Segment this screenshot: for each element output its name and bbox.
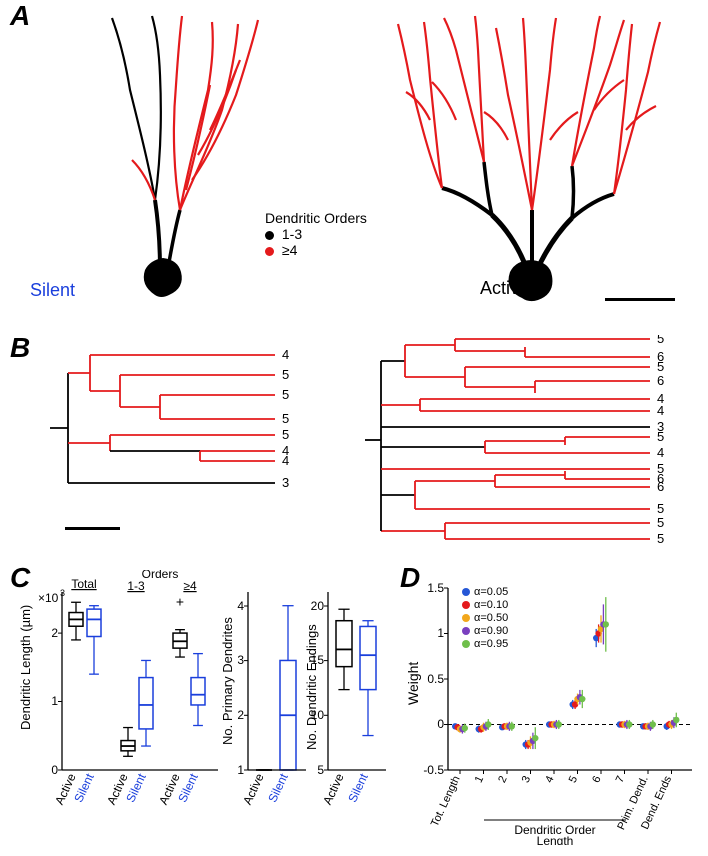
panel-d-svg: -0.5 0 0.5 1 1.5 Weight Tot. Length12345… [400, 570, 700, 845]
c-y1-label: Dendritic Length (µm) [18, 605, 33, 730]
svg-text:5: 5 [657, 501, 664, 516]
active-label-text: Active [480, 278, 529, 299]
silent-label-text: Silent [30, 280, 75, 301]
legend-item-high: ≥4 [265, 242, 367, 258]
svg-text:5: 5 [282, 427, 289, 442]
svg-text:2: 2 [51, 626, 58, 640]
legend-title: Dendritic Orders [265, 210, 367, 226]
svg-text:Tot. Length: Tot. Length [429, 774, 463, 828]
svg-text:1: 1 [237, 763, 244, 777]
neuron-silent [60, 10, 290, 310]
svg-text:0.5: 0.5 [427, 672, 444, 686]
svg-text:5: 5 [282, 411, 289, 426]
svg-text:1-3: 1-3 [127, 579, 145, 593]
svg-text:1: 1 [51, 694, 58, 708]
boxplot-length: + [69, 593, 205, 756]
svg-text:×10: ×10 [38, 591, 59, 605]
svg-text:0: 0 [437, 717, 444, 731]
svg-text:5: 5 [657, 335, 664, 346]
d-ylabel: Weight [405, 662, 421, 705]
c-y3-label: No. Dendritic Endings [304, 624, 319, 750]
svg-text:20: 20 [311, 599, 325, 613]
svg-text:4: 4 [657, 403, 664, 418]
panel-a-legend: Dendritic Orders 1-3 ≥4 [265, 210, 367, 258]
svg-text:5: 5 [657, 531, 664, 546]
boxplot-primary [256, 606, 296, 770]
svg-text:≥4: ≥4 [183, 579, 197, 593]
svg-text:Length: Length [537, 834, 574, 845]
svg-text:5: 5 [282, 367, 289, 382]
svg-text:5: 5 [657, 359, 664, 374]
svg-text:Total: Total [71, 577, 96, 591]
svg-text:-0.5: -0.5 [423, 763, 444, 777]
dendrogram-active: 5 6 5 6 4 4 3 5 4 5 6 6 5 5 5 [365, 335, 695, 550]
boxplot-endings [336, 609, 376, 735]
panel-b: 4 5 5 5 5 4 4 3 [10, 335, 690, 555]
svg-text:2: 2 [237, 708, 244, 722]
svg-text:4: 4 [282, 453, 289, 468]
panel-d-legend: α=0.05 α=0.10 α=0.50 α=0.90 α=0.95 [462, 586, 508, 651]
dendrogram-silent: 4 5 5 5 5 4 4 3 [50, 343, 330, 523]
legend-dot-high [265, 247, 274, 256]
svg-text:3: 3 [237, 653, 244, 667]
svg-text:3: 3 [282, 475, 289, 490]
svg-text:4: 4 [282, 347, 289, 362]
c-y2-label: No. Primary Dendrites [220, 617, 235, 745]
svg-text:1.5: 1.5 [427, 581, 444, 595]
panel-a: Silent Dendritic Orders 1-3 ≥4 [10, 10, 690, 325]
svg-text:6: 6 [590, 774, 603, 785]
svg-text:0: 0 [51, 763, 58, 777]
svg-text:5: 5 [657, 515, 664, 530]
figure: A B C D [0, 0, 708, 856]
svg-text:7: 7 [614, 774, 627, 785]
svg-text:3: 3 [60, 588, 65, 598]
svg-text:Active: Active [320, 771, 347, 807]
svg-text:5: 5 [567, 774, 580, 785]
svg-text:Silent: Silent [345, 771, 371, 805]
svg-text:5: 5 [282, 387, 289, 402]
svg-text:2: 2 [496, 774, 509, 785]
panel-d: -0.5 0 0.5 1 1.5 Weight Tot. Length12345… [400, 570, 700, 845]
legend-dot-low [265, 231, 274, 240]
panel-c: + 0 1 2 ×103 Dendritic Length (µm) Total… [10, 570, 390, 845]
panel-a-scalebar [605, 298, 675, 301]
svg-text:3: 3 [520, 774, 533, 785]
legend-item-low: 1-3 [265, 226, 367, 242]
svg-text:1: 1 [437, 626, 444, 640]
svg-text:Silent: Silent [265, 771, 291, 805]
legend-label-low: 1-3 [282, 226, 302, 242]
svg-text:5: 5 [317, 763, 324, 777]
svg-text:4: 4 [657, 445, 664, 460]
panel-b-scalebar [65, 527, 120, 530]
panel-c-svg: + 0 1 2 ×103 Dendritic Length (µm) Total… [10, 570, 390, 845]
svg-text:Active: Active [240, 771, 267, 807]
svg-text:4: 4 [543, 774, 556, 785]
svg-text:6: 6 [657, 479, 664, 494]
svg-text:5: 5 [657, 429, 664, 444]
legend-label-high: ≥4 [282, 242, 297, 258]
svg-text:6: 6 [657, 373, 664, 388]
svg-text:+: + [176, 593, 184, 609]
svg-text:1: 1 [473, 774, 486, 785]
neuron-active [380, 10, 680, 310]
svg-text:Orders: Orders [142, 570, 179, 581]
svg-text:4: 4 [237, 599, 244, 613]
